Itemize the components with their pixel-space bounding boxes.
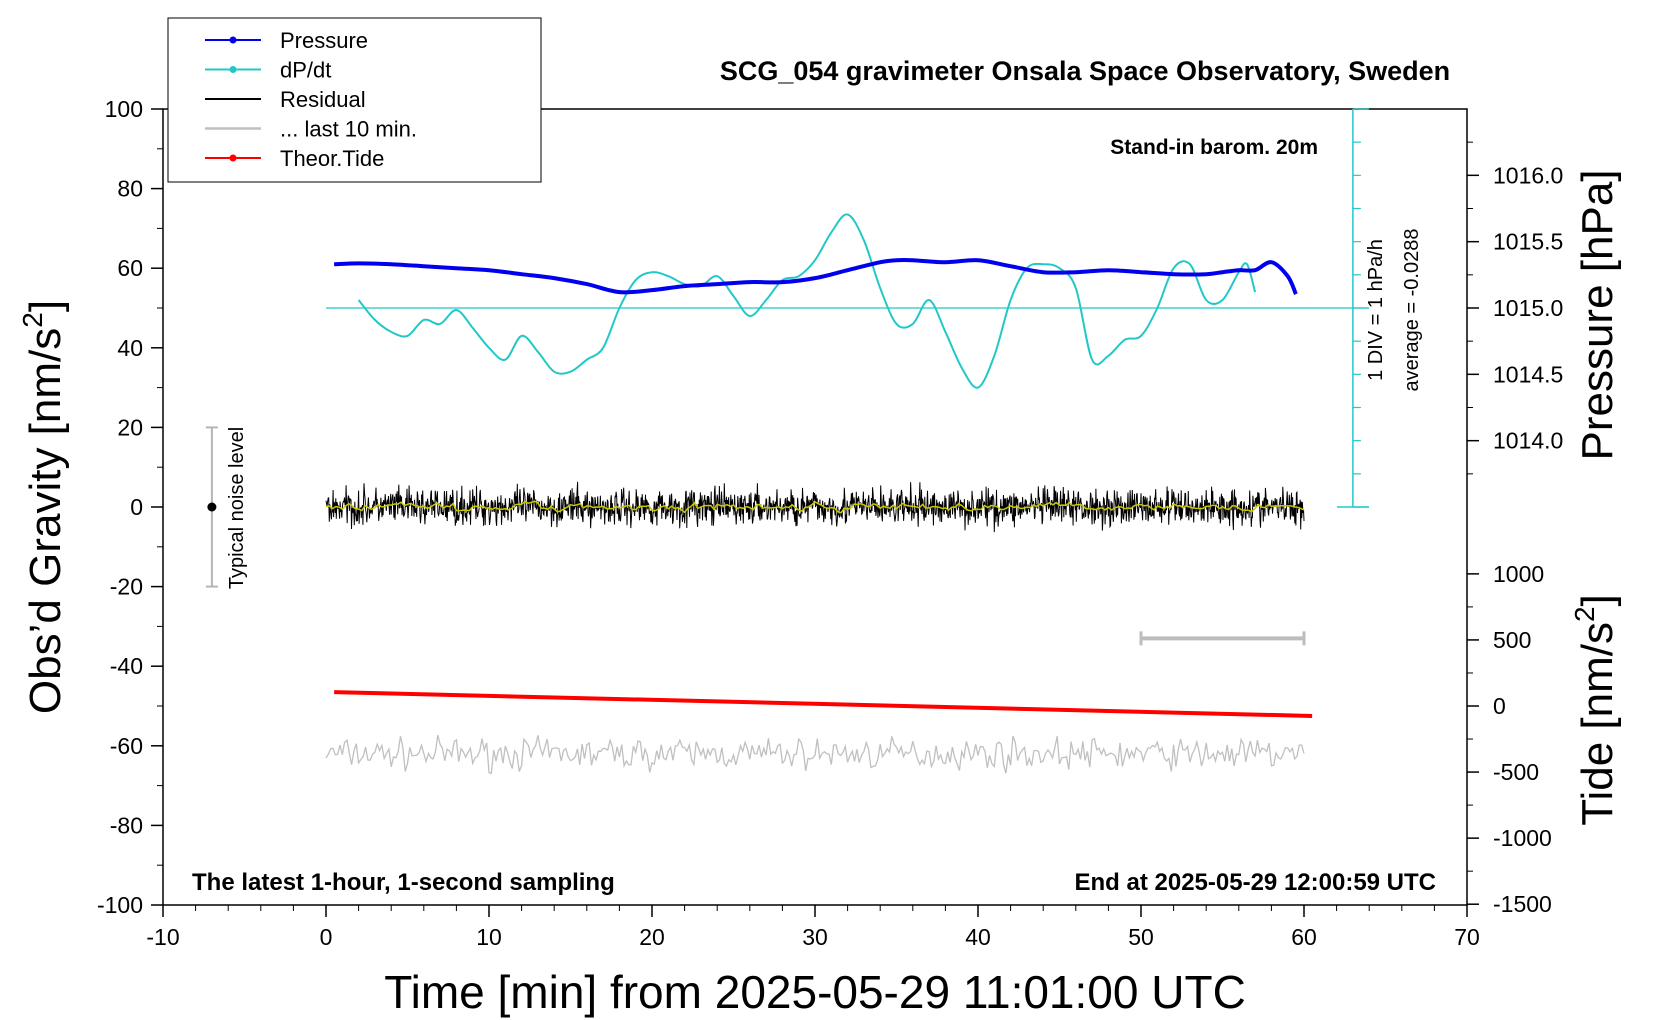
y-axis-label-tide-main: Tide [nm/s <box>1573 622 1622 826</box>
series-last-10-min <box>325 734 1305 775</box>
y-axis-label-left: Obs’d Gravity [nm/s2] <box>17 300 70 714</box>
y-ticks: -100 -80 -60 -40 -20 0 20 40 60 80 100 <box>97 96 163 918</box>
x-tick-label: 20 <box>639 924 665 950</box>
tide-tick-label: 1000 <box>1493 561 1544 587</box>
chart-title: SCG_054 gravimeter Onsala Space Observat… <box>720 56 1450 86</box>
y-tick-label: -40 <box>110 653 143 679</box>
pressure-tick-label: 1014.5 <box>1493 361 1563 387</box>
dpdt-scale <box>326 108 1370 508</box>
legend-label: dP/dt <box>280 58 331 83</box>
tide-tick-label: 0 <box>1493 693 1506 719</box>
tide-tick-label: -1500 <box>1493 891 1552 917</box>
x-tick-label: 40 <box>965 924 991 950</box>
y-axis-label-left-sup: 2 <box>17 312 48 328</box>
div-note: 1 DIV = 1 hPa/h <box>1365 239 1387 381</box>
average-note: average = -0.0288 <box>1401 229 1423 392</box>
x-ticks: -10 0 10 20 30 40 50 60 70 <box>146 905 1480 950</box>
x-tick-label: 60 <box>1291 924 1317 950</box>
x-tick-label: 0 <box>320 924 333 950</box>
tide-tick-label: 500 <box>1493 627 1531 653</box>
y-axis-label-pressure: Pressure [hPa] <box>1573 169 1622 460</box>
legend-label: Theor.Tide <box>280 146 384 171</box>
pressure-tick-label: 1015.5 <box>1493 229 1563 255</box>
tide-ticks: -1500 -1000 -500 0 500 1000 <box>1467 561 1552 917</box>
ten-min-bar <box>1139 631 1306 646</box>
legend-label: ... last 10 min. <box>280 117 417 142</box>
series-pressure <box>334 257 1298 295</box>
pressure-tick-label: 1015.0 <box>1493 295 1563 321</box>
y-tick-label: 20 <box>117 414 143 440</box>
y-tick-label: -100 <box>97 892 143 918</box>
tide-tick-label: -1000 <box>1493 825 1552 851</box>
y-axis-label-left-main: Obs’d Gravity [nm/s <box>21 328 70 714</box>
series-residual <box>325 481 1305 533</box>
pressure-tick-label: 1016.0 <box>1493 162 1563 188</box>
y-axis-label-left-close: ] <box>21 300 70 312</box>
y-axis-label-tide-close: ] <box>1573 594 1622 606</box>
y-axis-label-tide-sup: 2 <box>1569 606 1600 622</box>
bottom-left-note: The latest 1-hour, 1-second sampling <box>192 869 615 896</box>
series-dpdt <box>357 213 1257 389</box>
x-tick-label: 10 <box>476 924 502 950</box>
series-residual-smoothed <box>325 500 1305 514</box>
series-layer <box>325 213 1313 775</box>
tide-tick-label: -500 <box>1493 759 1539 785</box>
y-axis-label-tide: Tide [nm/s2] <box>1569 594 1622 826</box>
x-tick-label: -10 <box>146 924 179 950</box>
noise-bar-center <box>207 502 217 512</box>
x-tick-label: 50 <box>1128 924 1154 950</box>
series-theor-tide <box>334 690 1313 718</box>
y-tick-label: -20 <box>110 574 143 600</box>
legend-label: Pressure <box>280 28 368 53</box>
y-tick-label: 0 <box>130 494 143 520</box>
pressure-tick-label: 1014.0 <box>1493 428 1563 454</box>
y-tick-label: 80 <box>117 176 143 202</box>
y-tick-label: 100 <box>105 96 143 122</box>
pressure-ticks: 1014.0 1014.5 1015.0 1015.5 1016.0 <box>1467 141 1563 475</box>
bottom-right-note: End at 2025-05-29 12:00:59 UTC <box>1075 869 1437 896</box>
barometer-note: Stand-in barom. 20m <box>1110 136 1318 159</box>
y-tick-label: -60 <box>110 733 143 759</box>
y-tick-label: 40 <box>117 335 143 361</box>
legend-marker <box>229 66 237 73</box>
legend: Pressure dP/dt Residual ... last 10 min. The… <box>167 17 542 183</box>
y-tick-label: -80 <box>110 812 143 838</box>
x-tick-label: 30 <box>802 924 828 950</box>
legend-label: Residual <box>280 87 366 112</box>
noise-level-label: Typical noise level <box>226 427 248 589</box>
x-axis-label: Time [min] from 2025-05-29 11:01:00 UTC <box>384 966 1246 1018</box>
legend-marker <box>229 154 237 162</box>
legend-marker <box>229 36 237 44</box>
x-tick-label: 70 <box>1454 924 1480 950</box>
y-tick-label: 60 <box>117 255 143 281</box>
noise-bar <box>205 426 218 588</box>
